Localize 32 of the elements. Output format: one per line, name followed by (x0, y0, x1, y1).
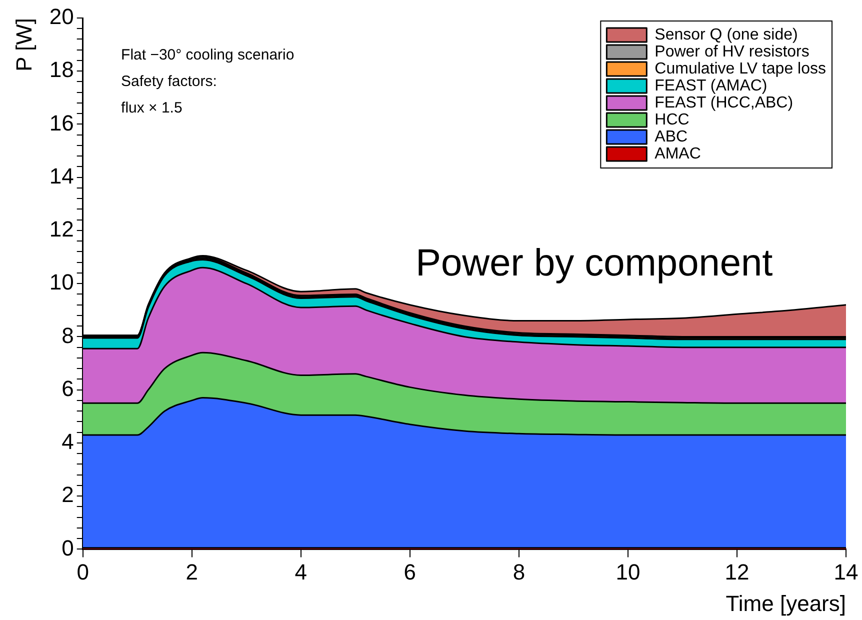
annotation: Flat −30° cooling scenario (121, 46, 294, 64)
legend-label: Power of HV resistors (654, 43, 810, 60)
x-tick-label: 12 (724, 559, 750, 584)
annotation: flux × 1.5 (121, 99, 182, 116)
y-tick-label: 2 (62, 482, 74, 508)
y-tick-label: 12 (49, 216, 74, 242)
x-axis-title: Time [years] (726, 590, 846, 616)
annotation: Safety factors: (121, 72, 217, 90)
x-tick-label: 8 (512, 559, 526, 584)
y-tick-label: 18 (49, 57, 74, 82)
x-tick-label: 6 (404, 559, 416, 584)
y-tick-label: 4 (62, 429, 74, 454)
y-tick-label: 6 (62, 376, 74, 401)
annotation: Power by component (416, 242, 774, 284)
y-tick-label: 20 (49, 4, 74, 30)
y-tick-label: 14 (49, 163, 74, 188)
x-tick-label: 14 (834, 559, 858, 584)
x-tick-label: 4 (294, 559, 308, 584)
legend-label: FEAST (HCC,ABC) (654, 94, 794, 112)
legend-label: AMAC (654, 145, 701, 162)
x-tick-label: 10 (616, 559, 640, 584)
legend-label: ABC (654, 128, 688, 146)
y-tick-label: 8 (62, 322, 74, 348)
x-tick-label: 2 (186, 559, 198, 584)
y-axis-title: P [W] (11, 18, 36, 72)
legend-label: HCC (654, 111, 690, 128)
legend-label: Cumulative LV tape loss (654, 60, 826, 78)
y-tick-label: 16 (49, 110, 74, 136)
legend-label: Sensor Q (one side) (654, 26, 798, 44)
y-tick-label: 0 (62, 535, 74, 560)
y-tick-label: 10 (49, 270, 74, 295)
legend-label: FEAST (AMAC) (654, 77, 768, 94)
